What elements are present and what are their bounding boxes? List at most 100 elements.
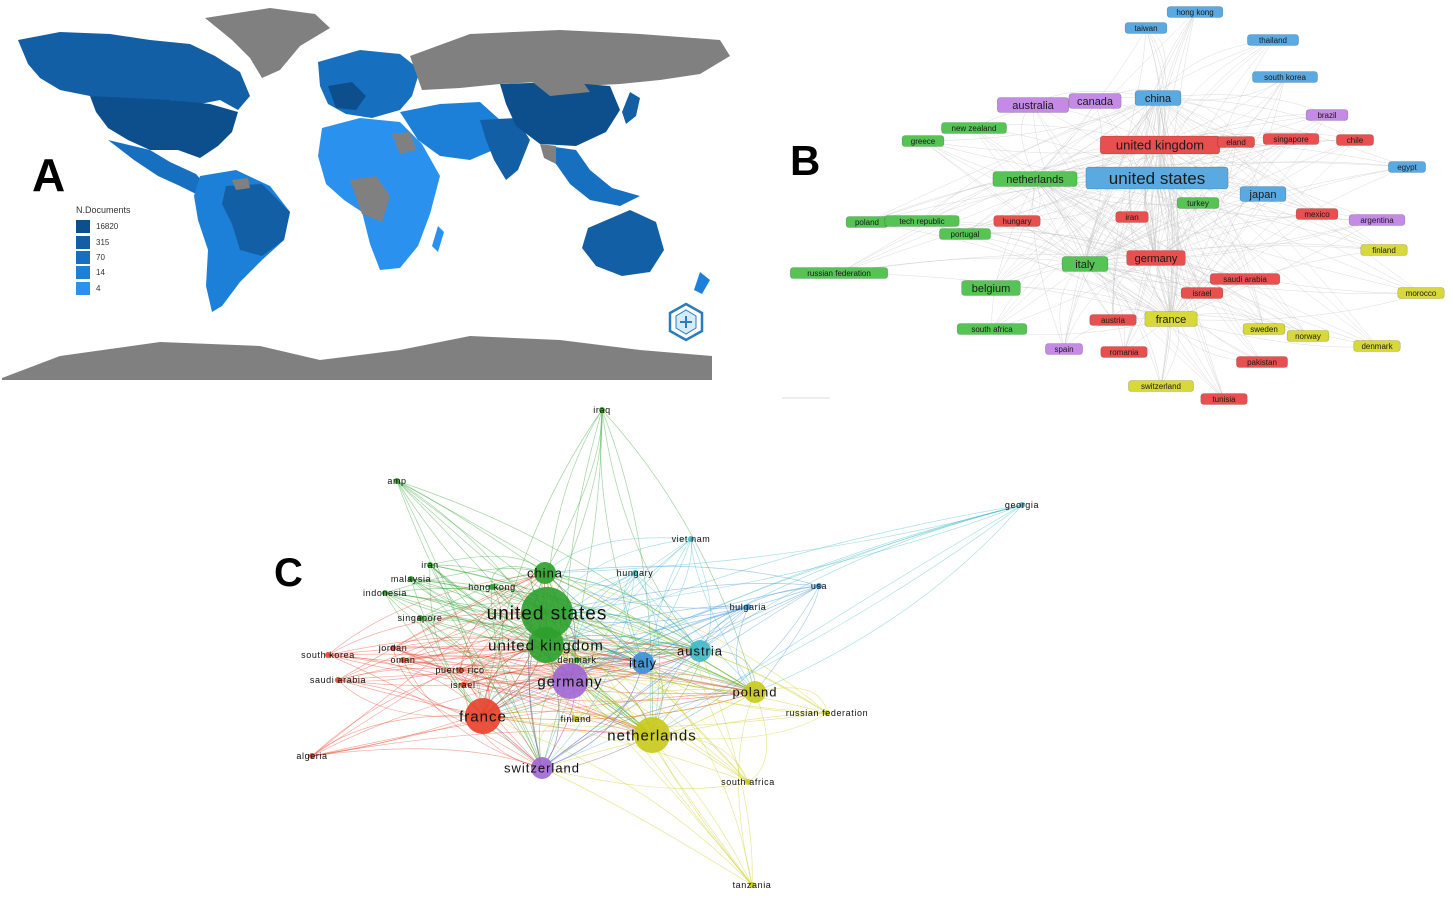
network-c-link [311,715,484,757]
network-b-node-japan: japan [1239,186,1287,202]
network-c-link [569,679,828,714]
network-c-link [462,649,701,686]
node-box [884,215,960,227]
network-c-link [544,572,756,693]
node-box [1348,214,1406,226]
network-c-link [396,480,548,614]
network-c-link [311,572,546,757]
node-label: singapore [1273,135,1309,144]
south-america-nodata [232,178,250,190]
network-c-label-georgia: georgia [1005,500,1039,510]
node-label: netherlands [1006,174,1064,186]
network-b-node-italy: italy [1061,256,1109,272]
network-c-link [541,691,756,769]
node-box [941,122,1007,134]
legend-item: 14 [76,265,131,280]
network-c-link [544,565,820,587]
network-c-link [402,659,653,736]
network-c-link [541,712,828,769]
network-b-link [1156,177,1225,400]
network-c-node-netherlands [634,717,670,753]
legend-swatch [76,281,90,295]
node-box [993,215,1041,227]
network-c-link [541,585,820,769]
network-c-link [384,568,546,594]
node-box [1252,71,1318,83]
network-c-node-oman [400,657,406,663]
network-b-link [1157,97,1378,221]
network-b-link [1034,178,1086,265]
node-label: eland [1226,138,1246,147]
network-c-link [642,606,749,664]
network-c-link [429,564,644,664]
network-c-link [566,409,603,682]
network-b-link [1084,245,1385,265]
network-c-link [419,617,756,693]
node-box [1144,311,1198,327]
node-box [996,97,1070,113]
node-label: greece [911,137,936,146]
network-c-link [623,572,644,664]
network-c-node-switzerland [531,757,553,779]
network-b-link [1084,138,1292,265]
network-c-link [462,658,644,686]
network-b-link [1157,97,1422,294]
network-b-node-portugal: portugal [939,228,991,240]
network-b-edges [838,11,1422,400]
network-c-link [419,617,571,682]
node-box [1305,109,1349,121]
network-b-node-mexico: mexico [1295,208,1339,220]
network-b-link [1084,263,1225,400]
node-label: argentina [1360,216,1394,225]
node-box [1089,314,1137,326]
network-c-link [544,504,1023,574]
network-c-link [601,409,701,652]
node-label: norway [1295,332,1321,341]
node-label: sweden [1250,325,1278,334]
node-label: morocco [1406,289,1437,298]
network-c-link [327,654,571,685]
network-c-link [544,572,749,609]
network-c-label-bulgaria: bulgaria [730,602,767,612]
node-box [1353,340,1401,352]
network-b-link [1152,144,1172,320]
antarctica [2,336,712,380]
network-c-node-tanzania [749,882,755,888]
network-b-link [1084,263,1378,347]
network-c-link [569,680,753,886]
network-c-link [482,504,1023,717]
node-label: hong kong [1176,8,1213,17]
network-c-link [337,679,484,718]
network-c: iraq amp georgia viet nam iran malaysia indone… [296,405,1039,890]
russia [410,30,730,90]
network-c-link [545,538,692,646]
node-box [1134,90,1182,106]
network-c-label-malaysia: malaysia [391,574,431,584]
node-box [1262,133,1320,145]
legend-swatch [76,235,90,249]
network-c-link [545,585,820,646]
network-b-node-finland: finland [1360,244,1408,256]
network-c-label-oman: oman [391,655,416,665]
node-label: united states [1109,169,1205,188]
node-label: chile [1347,136,1364,145]
node-label: israel [1192,289,1211,298]
node-label: romania [1110,348,1139,357]
network-c-label-jordan: jordan [378,643,408,653]
network-b-link [1034,178,1172,320]
middle-east [400,102,500,160]
node-label: iran [1125,213,1138,222]
network-c-label-indonesia: indonesia [363,588,407,598]
network-c-link [569,673,756,693]
network-c-label-germany: germany [537,673,602,690]
network-c-label-france: france [459,708,507,725]
network-c-link [651,606,749,736]
network-b-link [866,97,1159,223]
node-box [1209,273,1281,285]
node-box [1068,93,1122,109]
legend-title: N.Documents [76,205,131,215]
node-box [1176,197,1220,209]
network-c-link [327,572,546,656]
network-c-link [649,538,692,736]
network-b-link [1157,97,1385,251]
